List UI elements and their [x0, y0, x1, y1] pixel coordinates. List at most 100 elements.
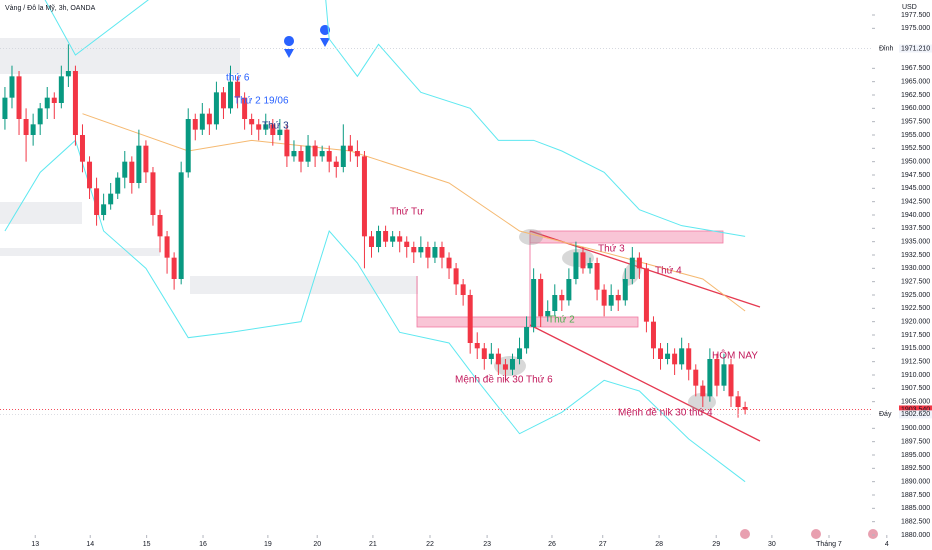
candle-body — [37, 108, 43, 125]
candle-body — [397, 236, 403, 242]
candle-body — [679, 348, 685, 365]
candle-body — [354, 151, 360, 157]
annotation: Thứ 2 — [548, 315, 575, 326]
price-tag-label: 1902.620 — [901, 411, 930, 418]
candle-body — [9, 76, 15, 98]
x-tick-label: 20 — [313, 541, 321, 548]
candle-body — [615, 295, 621, 301]
candle-body — [608, 295, 614, 306]
candle-body — [665, 353, 671, 359]
candle-body — [686, 348, 692, 370]
candle-body — [467, 295, 473, 343]
y-tick-label: 1942.500 — [901, 199, 930, 206]
y-tick-label: 1930.000 — [901, 265, 930, 272]
candle-body — [44, 97, 50, 109]
x-tick-label: Tháng 7 — [816, 541, 842, 548]
y-tick-label: 1925.000 — [901, 292, 930, 299]
candle-body — [629, 257, 635, 279]
candle-body — [340, 145, 346, 167]
candle-body — [573, 252, 579, 279]
candle-body — [23, 119, 29, 135]
candle-body — [502, 364, 508, 370]
candle-body — [249, 119, 255, 125]
candle-body — [481, 348, 487, 359]
x-tick-label: 13 — [31, 541, 39, 548]
candle-body — [446, 257, 452, 269]
y-tick-label: 1945.000 — [901, 185, 930, 192]
candle-body — [157, 215, 163, 237]
y-tick-label: 1955.000 — [901, 132, 930, 139]
annotation: Thứ 2 19/06 — [234, 96, 289, 107]
annotation: HÔM NAY — [712, 349, 758, 362]
candle-body — [150, 172, 156, 215]
x-tick-label: 14 — [86, 541, 94, 548]
indicator-line — [44, 0, 746, 237]
y-tick-label: 1897.500 — [901, 439, 930, 446]
y-tick-label: 1952.500 — [901, 145, 930, 152]
candle-body — [361, 156, 367, 237]
y-tick-label: 1927.500 — [901, 279, 930, 286]
y-tick-label: 1950.000 — [901, 159, 930, 166]
annotation: Mệnh đề nik 30 Thứ 6 — [455, 374, 553, 386]
candle-body — [707, 359, 713, 397]
candle-body — [552, 295, 558, 311]
currency: USD — [902, 4, 917, 11]
event-icon — [868, 529, 878, 539]
candle-body — [129, 161, 135, 183]
y-tick-label: 1962.500 — [901, 92, 930, 99]
candle-body — [559, 295, 565, 301]
candle-body — [178, 172, 184, 279]
zone — [0, 202, 82, 224]
candle-body — [164, 236, 170, 258]
candle-body — [185, 119, 191, 173]
candle-body — [509, 359, 515, 370]
candle-body — [587, 263, 593, 269]
candle-body — [115, 177, 121, 194]
candle-body — [79, 135, 85, 162]
candle-body — [192, 119, 198, 130]
y-tick-label: 1935.000 — [901, 239, 930, 246]
candle-body — [418, 247, 424, 253]
candle-body — [122, 161, 128, 178]
candle-body — [425, 247, 431, 258]
candle-body — [136, 145, 142, 183]
x-tick-label: 30 — [768, 541, 776, 548]
candle-body — [390, 236, 396, 242]
y-tick-label: 1890.000 — [901, 479, 930, 486]
y-tick-label: 1900.000 — [901, 425, 930, 432]
candle-body — [636, 257, 642, 269]
series — [2, 0, 748, 483]
candle-body — [601, 289, 607, 306]
candle-body — [242, 97, 248, 119]
candle-body — [622, 279, 628, 301]
y-tick-label: 1882.500 — [901, 519, 930, 526]
price-axis — [872, 0, 932, 550]
y-tick-label: 1880.000 — [901, 532, 930, 539]
candle-body — [228, 81, 234, 109]
candle-body — [220, 92, 226, 109]
candle-body — [495, 353, 501, 365]
x-tick-label: 21 — [369, 541, 377, 548]
x-tick-label: 27 — [599, 541, 607, 548]
price-tag — [899, 405, 932, 414]
candle-body — [643, 268, 649, 322]
annotation: Thứ 4 — [655, 266, 682, 277]
candle-body — [65, 71, 71, 77]
candle-body — [108, 193, 114, 205]
candle-body — [474, 343, 480, 349]
candle-body — [721, 364, 727, 386]
candle-body — [171, 257, 177, 279]
candle-body — [672, 353, 678, 365]
x-tick-label: 15 — [143, 541, 151, 548]
highlight — [688, 393, 716, 411]
indicator-line — [4, 139, 746, 483]
y-tick-label: 1977.500 — [901, 12, 930, 19]
annotation: Thứ 3 — [598, 244, 625, 255]
zone — [0, 248, 160, 256]
candle-body — [312, 145, 318, 157]
y-tick-label: 1967.500 — [901, 65, 930, 72]
x-tick-label: 22 — [426, 541, 434, 548]
price-tag-name: Đỉnh — [879, 44, 894, 52]
y-tick-label: 1937.500 — [901, 225, 930, 232]
price-tag-name: Đáy — [879, 411, 892, 418]
